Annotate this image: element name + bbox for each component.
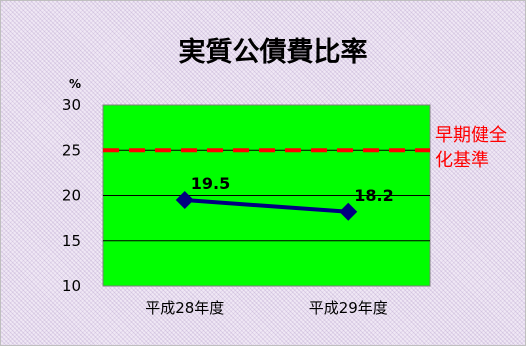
y-tick-label: 30 — [62, 96, 81, 114]
x-category-label: 平成28年度 — [145, 299, 224, 317]
chart-title: 実質公債費比率 — [179, 36, 368, 68]
y-axis-unit: % — [69, 77, 81, 91]
y-tick-label: 25 — [62, 141, 81, 159]
data-point-marker — [175, 191, 194, 210]
reference-label-line2: 化基準 — [435, 150, 489, 171]
series-line — [175, 191, 358, 221]
x-category-label: 平成29年度 — [309, 299, 388, 317]
y-axis-tick-labels: 30 25 20 15 10 — [62, 96, 81, 295]
data-point-marker — [339, 202, 358, 221]
data-label: 19.5 — [191, 174, 230, 193]
data-label: 18.2 — [354, 186, 393, 205]
y-tick-label: 15 — [62, 232, 81, 250]
data-labels: 19.5 18.2 — [191, 174, 394, 205]
reference-label-line1: 早期健全 — [435, 125, 507, 146]
y-tick-label: 10 — [62, 277, 81, 295]
x-axis-category-labels: 平成28年度 平成29年度 — [145, 299, 388, 317]
y-tick-label: 20 — [62, 187, 81, 205]
series-line-path — [184, 198, 349, 214]
